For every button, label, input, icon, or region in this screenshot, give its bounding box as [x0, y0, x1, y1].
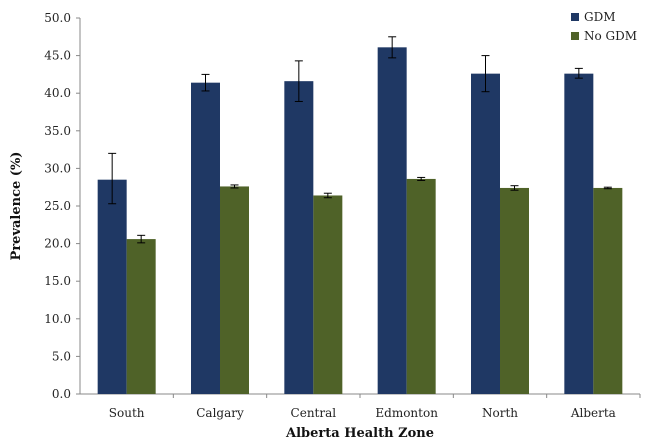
y-tick-label: 50.0: [44, 11, 71, 25]
bars: [97, 47, 623, 394]
x-tick-label: North: [482, 406, 518, 420]
bar-no-gdm-calgary: [220, 186, 249, 394]
y-tick-label: 20.0: [44, 237, 71, 251]
y-tick-label: 35.0: [44, 124, 71, 138]
x-tick-label: Central: [291, 406, 337, 420]
legend-swatch-gdm: [571, 13, 579, 21]
x-axis-title: Alberta Health Zone: [285, 426, 434, 441]
bar-no-gdm-north: [500, 187, 529, 394]
bar-gdm-alberta: [564, 73, 594, 394]
y-tick-label: 10.0: [44, 312, 71, 326]
bar-no-gdm-south: [126, 239, 156, 394]
y-tick-label: 0.0: [52, 387, 71, 401]
x-tick-labels: South Calgary Central Edmonton North Alberta: [109, 394, 641, 420]
legend-label-gdm: GDM: [584, 10, 616, 24]
bar-no-gdm-edmonton: [406, 178, 436, 394]
bar-gdm-edmonton: [377, 47, 407, 394]
bar-gdm-south: [97, 179, 127, 394]
x-tick-label: Alberta: [570, 406, 616, 420]
x-tick-label: Calgary: [196, 406, 244, 420]
y-tick-labels: 0.0 5.0 10.0 15.0 20.0 25.0 30.0 35.0 40.0 45.0 50…: [44, 11, 80, 401]
y-tick-label: 40.0: [44, 86, 71, 100]
bar-no-gdm-central: [313, 195, 343, 394]
bar-gdm-central: [284, 81, 314, 394]
legend: GDM No GDM: [571, 10, 637, 43]
error-bars: [108, 36, 612, 244]
legend-swatch-no-gdm: [571, 32, 579, 40]
x-tick-label: South: [109, 406, 145, 420]
bar-gdm-calgary: [191, 82, 220, 394]
y-tick-label: 45.0: [44, 49, 71, 63]
y-tick-label: 25.0: [44, 199, 71, 213]
bar-no-gdm-alberta: [593, 187, 623, 394]
y-axis-title: Prevalence (%): [9, 152, 24, 261]
x-tick-label: Edmonton: [375, 406, 438, 420]
bar-gdm-north: [471, 73, 500, 394]
y-tick-label: 5.0: [52, 349, 71, 363]
legend-label-no-gdm: No GDM: [584, 29, 637, 43]
axes: [79, 18, 640, 395]
y-tick-label: 30.0: [44, 161, 71, 175]
y-tick-label: 15.0: [44, 274, 71, 288]
